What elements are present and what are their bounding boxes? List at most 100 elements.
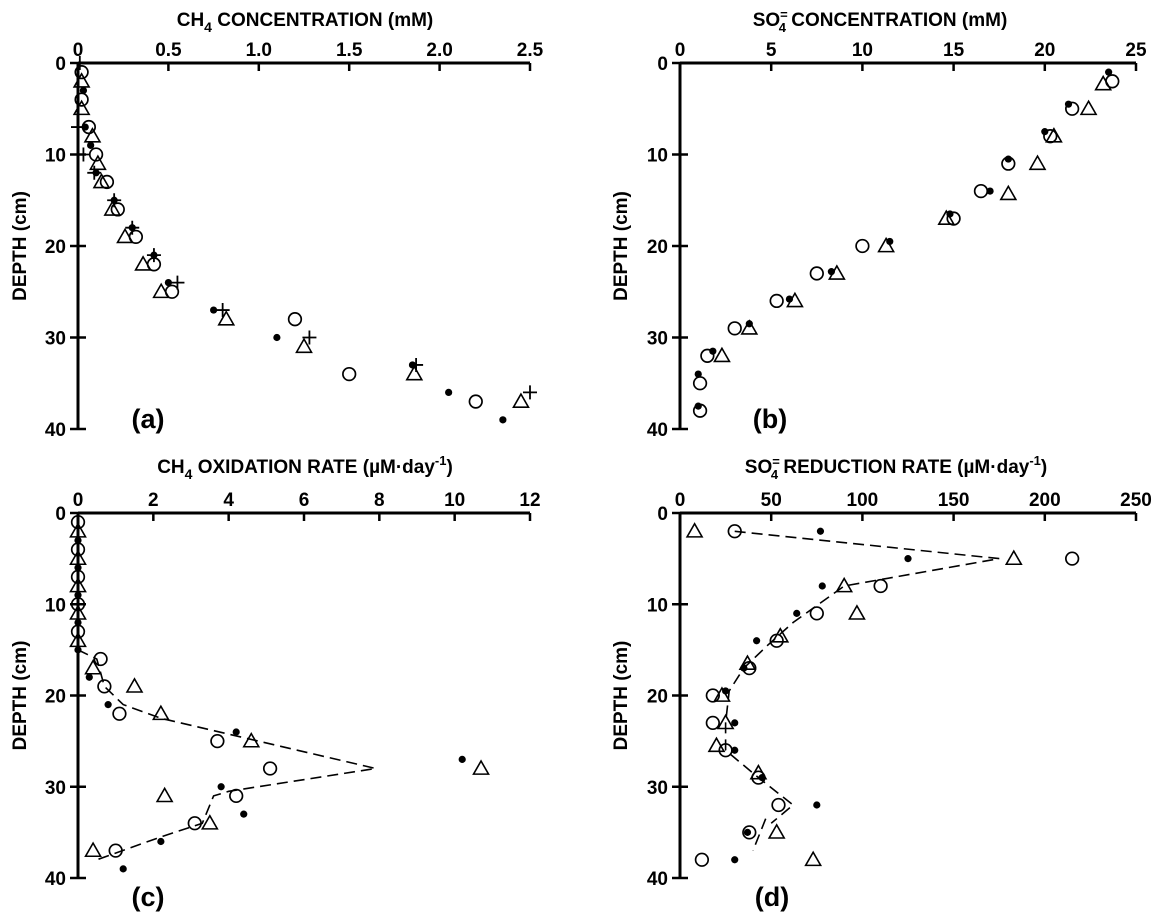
data-point-circle	[108, 843, 123, 858]
data-point-dot	[445, 388, 453, 396]
dashed-fit-line	[752, 818, 767, 851]
data-point-triangle	[69, 604, 87, 620]
data-point-dot	[157, 837, 165, 846]
data-point-triangle	[771, 627, 790, 643]
data-point-triangle	[116, 227, 134, 244]
data-point-dot	[273, 333, 281, 342]
data-point-triangle	[713, 686, 731, 702]
chart-panel-c: 0 2 4 6 8 10 12 0 10 20 30 40 CH4 OXIDATION RATE (µM…	[10, 453, 541, 912]
data-point-plus	[87, 165, 102, 180]
x-tick-label: 8	[374, 490, 385, 511]
y-tick-label: 10	[45, 146, 66, 167]
data-point-triangle	[151, 704, 170, 721]
data-point-dot	[986, 187, 994, 195]
y-tick-label: 20	[45, 687, 66, 708]
data-point-circle	[74, 64, 89, 80]
x-tick-label: 1.0	[246, 40, 272, 61]
data-point-dot	[731, 746, 739, 754]
data-point-dot	[74, 564, 82, 572]
data-point-circle	[705, 688, 720, 703]
data-point-triangle	[155, 786, 174, 803]
data-point-triangle	[83, 127, 102, 143]
x-tick-label: 20	[1034, 40, 1055, 61]
data-point-triangle	[835, 576, 854, 593]
chart-panel-a: 0 0.5 1.0 1.5 2.0 2.5 0 10 20 30 40 CH4 CONCENTRATI…	[10, 10, 544, 441]
data-point-triangle	[749, 763, 768, 780]
data-point-triangle	[685, 522, 704, 538]
y-axis-title: DEPTH (cm)	[10, 191, 31, 301]
data-point-circle	[809, 266, 824, 281]
data-point-circle	[342, 366, 357, 382]
data-point-circle	[694, 852, 710, 867]
data-point-triangle	[125, 677, 144, 693]
data-point-triangle	[84, 841, 102, 858]
data-point-triangle	[152, 282, 171, 299]
data-point-plus	[76, 147, 91, 162]
data-point-circle	[210, 733, 225, 749]
data-point-dot	[694, 370, 702, 378]
x-tick-label: 1.5	[336, 40, 363, 61]
x-tick-label: 0	[73, 490, 84, 511]
data-point-triangle	[92, 172, 111, 189]
data-point-circle	[700, 348, 715, 363]
x-tick-label: 100	[847, 490, 879, 511]
data-point-plus	[170, 275, 185, 290]
data-point-triangle	[512, 392, 530, 408]
data-point-triangle	[134, 255, 152, 271]
data-point-dot	[753, 637, 761, 645]
data-point-circle	[1065, 551, 1080, 566]
x-axis-title: SO= 4 CONCENTRATION (mM)	[753, 7, 1008, 35]
data-point-triangle	[69, 631, 87, 648]
data-point-circle	[229, 788, 244, 804]
data-point-circle	[262, 761, 278, 776]
data-point-circle	[70, 542, 86, 557]
data-point-dot	[499, 416, 507, 424]
data-point-circle	[70, 597, 86, 612]
data-point-circle	[742, 825, 757, 840]
y-tick-label: 40	[647, 869, 668, 890]
data-point-dot	[813, 801, 821, 809]
data-point-dot	[79, 86, 88, 95]
y-tick-label: 30	[45, 778, 66, 799]
data-point-triangle	[217, 310, 236, 326]
data-point-plus	[409, 357, 424, 372]
dashed-fit-line	[724, 530, 1000, 824]
x-axis-title: CH4 OXIDATION RATE (µM·day-1)	[157, 453, 453, 482]
x-tick-label: 5	[766, 40, 777, 61]
y-tick-label: 20	[45, 237, 66, 258]
x-tick-label: 200	[1029, 490, 1061, 511]
data-point-triangle	[786, 291, 804, 308]
x-tick-label: 0	[73, 40, 84, 61]
data-point-circle	[468, 394, 483, 409]
data-point-triangle	[716, 713, 735, 730]
y-tick-label: 0	[657, 54, 668, 75]
panel-label: (c)	[132, 882, 165, 912]
data-point-triangle	[1079, 99, 1098, 116]
x-tick-label: 15	[943, 40, 965, 61]
data-point-dot	[1105, 68, 1113, 76]
data-point-dot	[85, 673, 93, 681]
data-point-circle	[771, 797, 786, 813]
data-point-circle	[727, 321, 742, 336]
y-tick-label: 10	[647, 146, 668, 167]
data-point-plus	[302, 330, 317, 345]
data-point-circle	[97, 679, 112, 694]
data-point-circle	[112, 706, 127, 721]
data-point-circle	[809, 606, 824, 621]
data-point-circle	[973, 183, 989, 199]
x-tick-label: 12	[519, 490, 540, 511]
x-tick-label: 10	[444, 490, 465, 511]
data-point-triangle	[1045, 127, 1063, 143]
data-point-plus	[71, 120, 85, 135]
data-point-dot	[87, 141, 95, 149]
y-tick-label: 40	[647, 420, 668, 441]
data-point-dot	[232, 728, 240, 736]
data-point-triangle	[405, 364, 424, 381]
data-point-triangle	[472, 759, 490, 775]
data-point-triangle	[767, 823, 786, 839]
x-tick-label: 2.5	[517, 40, 544, 61]
dashed-fit-line	[77, 649, 376, 861]
data-point-dot	[743, 828, 752, 836]
y-tick-label: 20	[647, 687, 668, 708]
